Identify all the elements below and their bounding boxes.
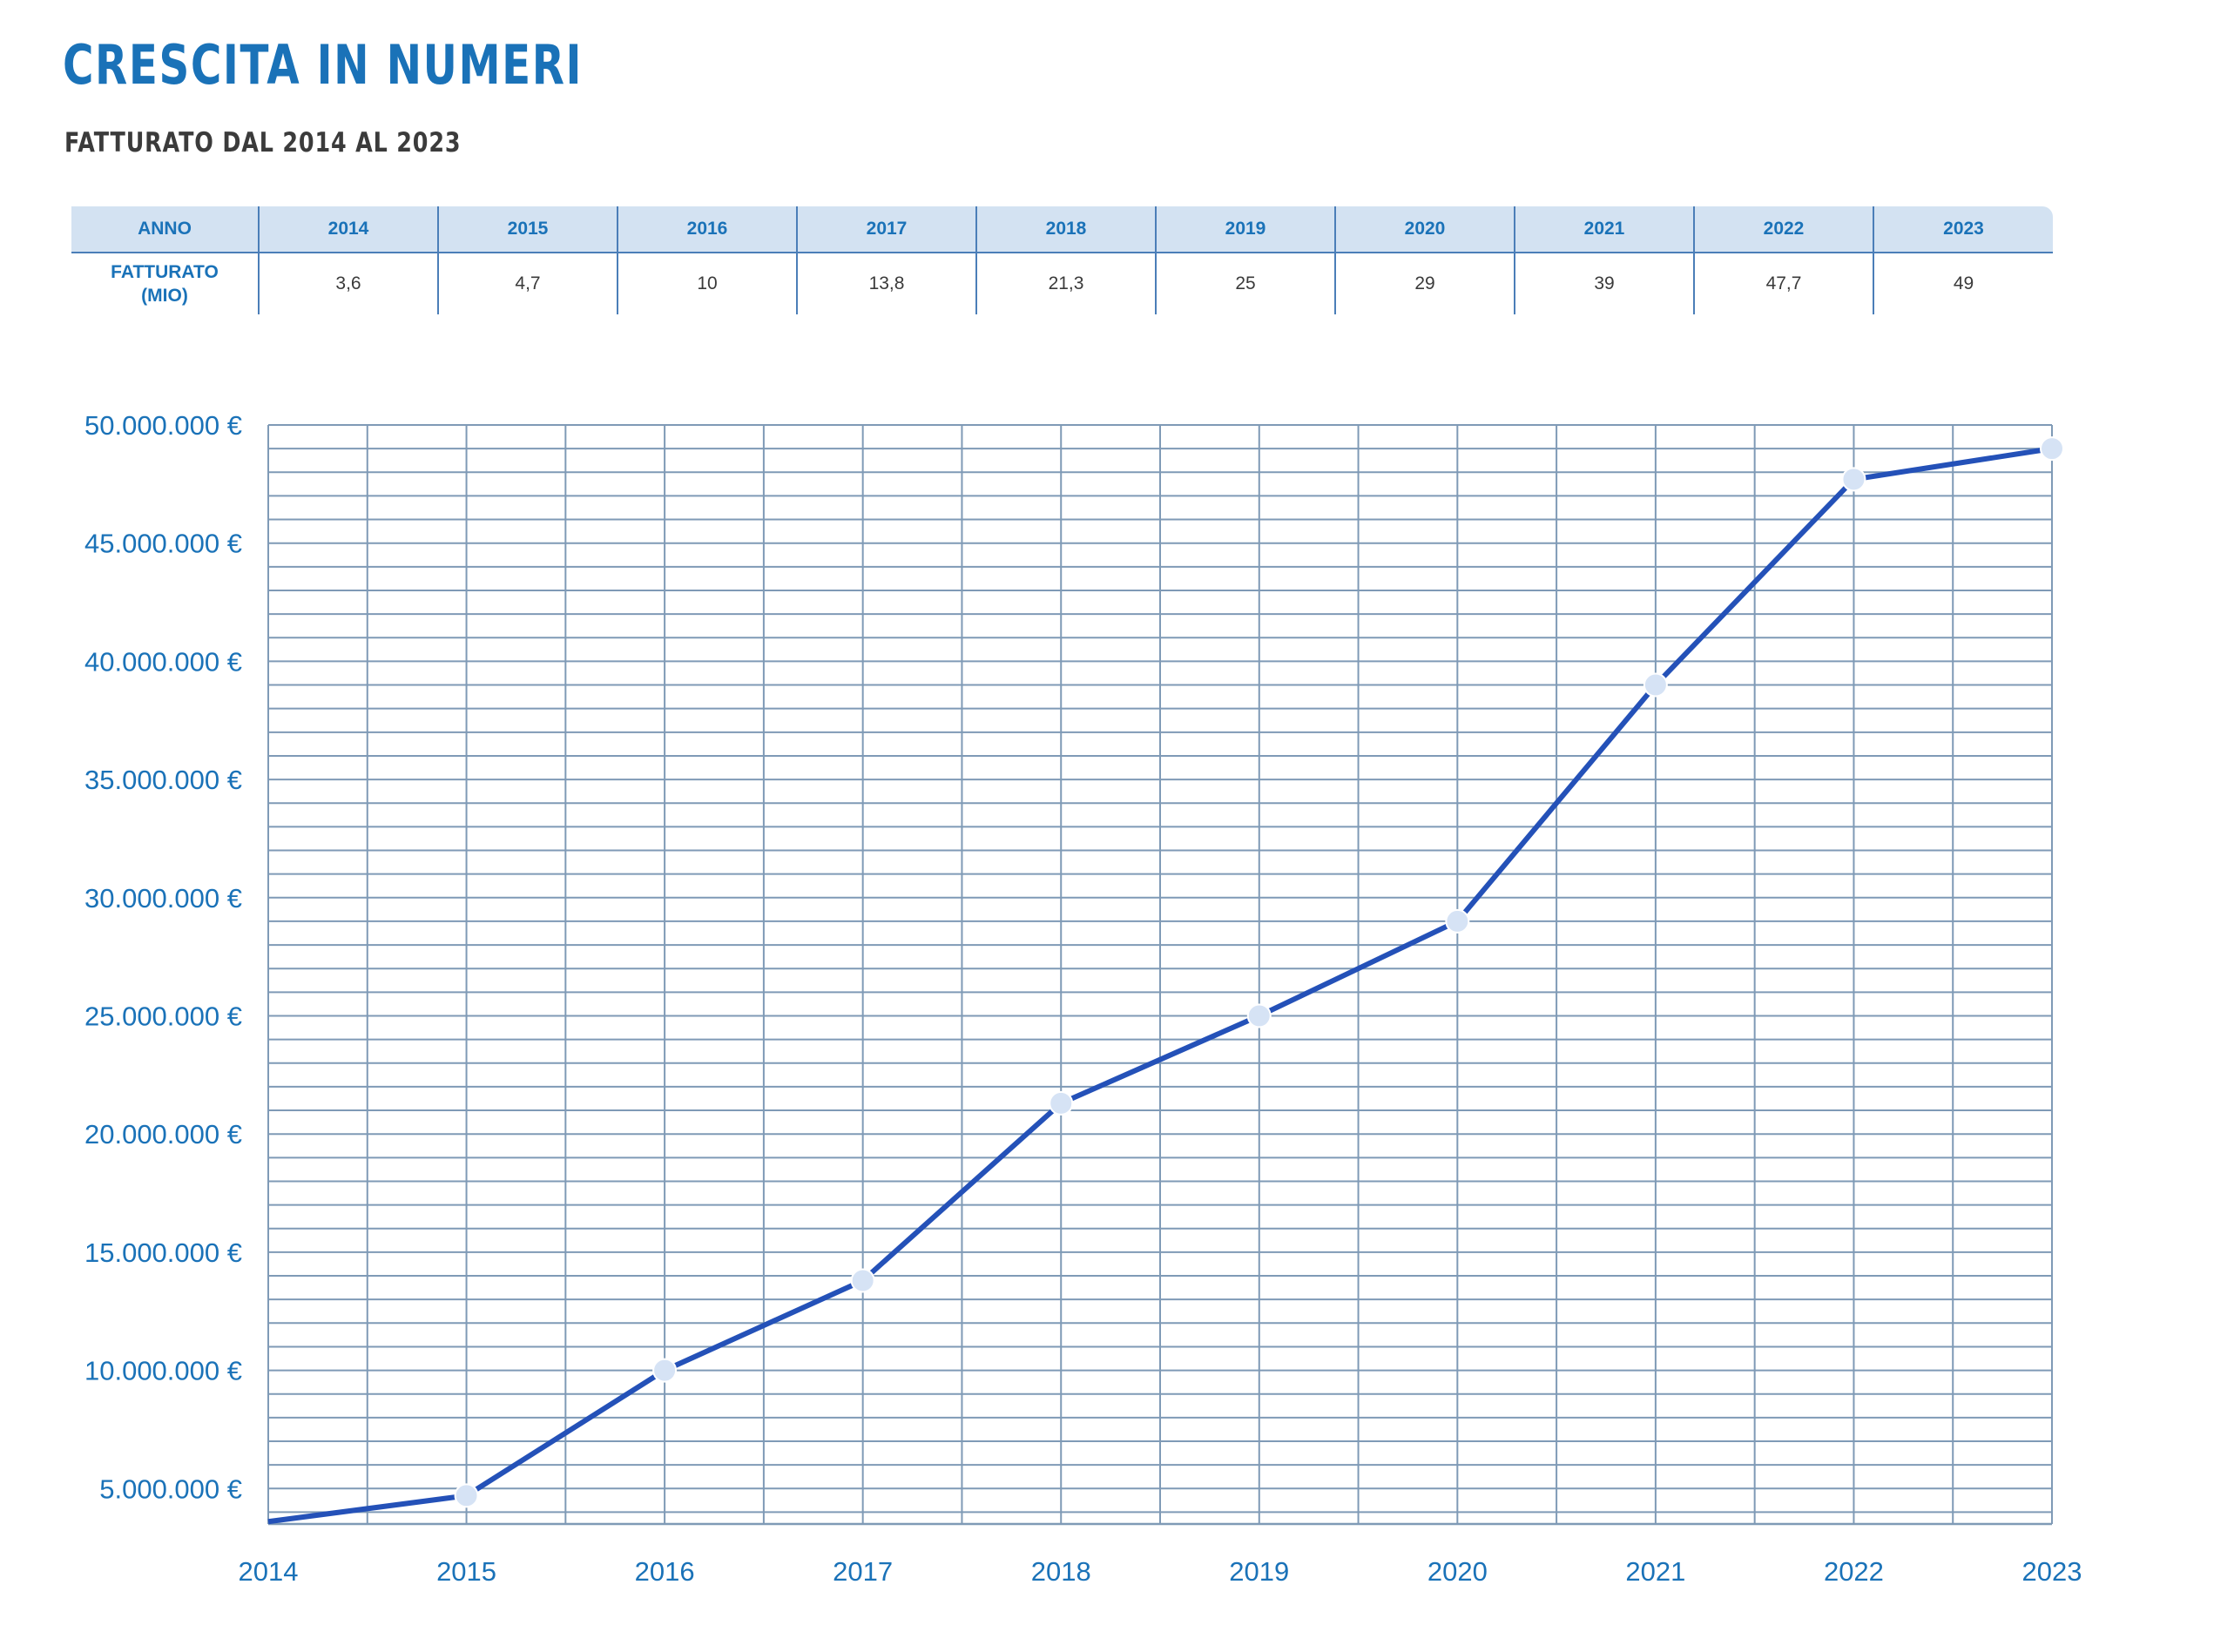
y-tick-label: 10.000.000 € [84,1356,242,1386]
y-tick-label: 30.000.000 € [84,883,242,914]
page-title: CRESCITA IN NUMERI [63,33,584,97]
row-label-line1: FATTURATO [111,262,219,282]
y-tick-label: 40.000.000 € [84,646,242,677]
table-value-cell: 10 [617,253,797,314]
table-value-cell: 49 [1873,253,2053,314]
table-header-row: ANNO 2014 2015 2016 2017 2018 2019 2020 … [71,206,2053,253]
y-tick-label: 5.000.000 € [99,1473,242,1504]
table-year-cell: 2019 [1155,206,1335,253]
data-point [850,1268,875,1293]
y-tick-label: 45.000.000 € [84,529,242,559]
row-label-line2: (MIO) [141,286,188,306]
table-year-cell: 2016 [617,206,797,253]
y-tick-label: 50.000.000 € [84,410,242,441]
table-value-cell: 3,6 [258,253,438,314]
data-point [454,1483,479,1508]
table-year-cell: 2023 [1873,206,2053,253]
table-value-cell: 25 [1155,253,1335,314]
y-tick-label: 15.000.000 € [84,1237,242,1268]
x-tick-label: 2022 [1824,1556,1884,1587]
y-tick-label: 20.000.000 € [84,1119,242,1150]
x-tick-label: 2014 [239,1556,299,1587]
x-tick-label: 2019 [1229,1556,1289,1587]
data-point [2040,436,2064,462]
y-tick-label: 25.000.000 € [84,1001,242,1031]
table-row-label: FATTURATO (MIO) [71,253,259,314]
x-axis-labels: 2014 2015 2016 2017 2018 2019 2020 2021 2022 2023 [239,1556,2082,1587]
data-point [1246,1003,1272,1028]
chart-grid [267,424,2053,1526]
table-year-cell: 2014 [258,206,438,253]
table-year-cell: 2020 [1334,206,1515,253]
x-tick-label: 2017 [833,1556,893,1587]
x-tick-label: 2020 [1427,1556,1488,1587]
data-point [1643,672,1668,698]
table-year-cell: 2015 [437,206,618,253]
table-year-cell: 2021 [1514,206,1694,253]
table-values-row: FATTURATO (MIO) 3,6 4,7 10 13,8 21,3 25 … [71,253,2053,314]
x-tick-label: 2018 [1031,1556,1091,1587]
revenue-table: ANNO 2014 2015 2016 2017 2018 2019 2020 … [71,206,2053,314]
table-value-cell: 21,3 [975,253,1156,314]
table-year-cell: 2018 [975,206,1156,253]
data-point [1049,1090,1074,1116]
series-line [267,446,2053,1525]
x-tick-label: 2016 [635,1556,695,1587]
table-value-cell: 47,7 [1693,253,1873,314]
table-value-cell: 13,8 [796,253,976,314]
table-value-cell: 39 [1514,253,1694,314]
page-subtitle: FATTURATO DAL 2014 AL 2023 [64,127,462,158]
table-value-cell: 29 [1334,253,1515,314]
y-tick-label: 35.000.000 € [84,765,242,795]
y-axis-labels: 5.000.000 € 10.000.000 € 15.000.000 € 20.00… [84,410,242,1504]
x-tick-label: 2021 [1625,1556,1685,1587]
data-point [1445,908,1470,934]
table-year-cell: 2017 [796,206,976,253]
table-year-cell: 2022 [1693,206,1873,253]
chart-series [267,436,2064,1525]
x-tick-label: 2015 [436,1556,496,1587]
data-point [1841,467,1866,492]
table-value-cell: 4,7 [437,253,618,314]
data-point [652,1358,678,1383]
table-header-label: ANNO [71,206,259,253]
x-tick-label: 2023 [2022,1556,2082,1587]
